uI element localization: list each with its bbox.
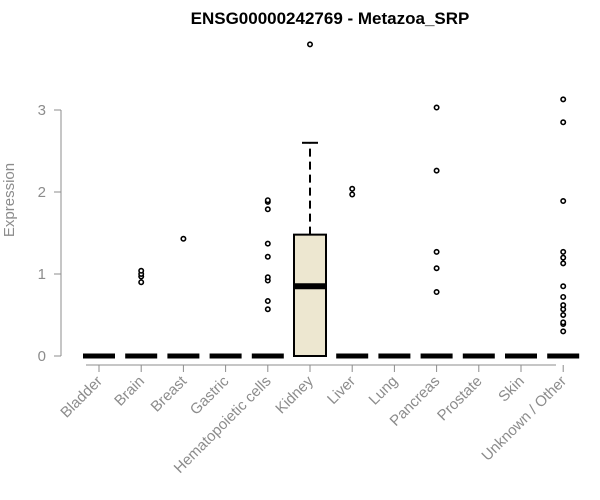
outlier-point — [349, 185, 356, 192]
outlier-point — [264, 197, 271, 204]
outlier-point — [560, 198, 567, 205]
outlier-point — [433, 167, 440, 174]
x-tick-label: Lung — [366, 373, 402, 409]
outlier-point — [560, 119, 567, 126]
chart-title: ENSG00000242769 - Metazoa_SRP — [191, 9, 470, 28]
y-tick-label: 2 — [38, 184, 46, 201]
outlier-point — [433, 104, 440, 111]
x-tick-label: Kidney — [272, 372, 317, 417]
x-tick-label: Breast — [148, 372, 191, 415]
outlier-point — [138, 279, 145, 286]
x-tick-label: Prostate — [434, 373, 486, 425]
y-tick-label: 1 — [38, 266, 46, 283]
y-tick-label: 3 — [38, 102, 46, 119]
outlier-point — [264, 306, 271, 313]
outlier-point — [264, 298, 271, 305]
outlier-point — [264, 240, 271, 247]
outlier-point — [560, 283, 567, 290]
x-tick-label: Liver — [324, 373, 359, 408]
outlier-point — [349, 191, 356, 198]
outlier-point — [264, 253, 271, 260]
outlier-point — [560, 293, 567, 300]
outlier-point — [433, 265, 440, 272]
outlier-point — [433, 248, 440, 255]
y-axis-label: Expression — [1, 163, 18, 237]
box-iqr — [293, 233, 327, 357]
x-tick-label: Bladder — [57, 373, 106, 422]
outlier-point — [264, 206, 271, 213]
x-tick-label: Skin — [495, 373, 528, 406]
outlier-point — [180, 235, 187, 242]
outlier-point — [560, 328, 567, 335]
y-tick-label: 0 — [38, 348, 46, 365]
outlier-point — [264, 274, 271, 281]
x-tick-label: Brain — [111, 373, 148, 410]
outlier-point — [560, 254, 567, 261]
outlier-point — [560, 96, 567, 103]
outlier-point — [306, 41, 313, 48]
outlier-point — [560, 302, 567, 309]
outlier-point — [560, 248, 567, 255]
outlier-point — [560, 319, 567, 326]
outlier-point — [560, 311, 567, 318]
outlier-point — [560, 260, 567, 267]
outlier-point — [433, 289, 440, 296]
outlier-point — [138, 267, 145, 274]
